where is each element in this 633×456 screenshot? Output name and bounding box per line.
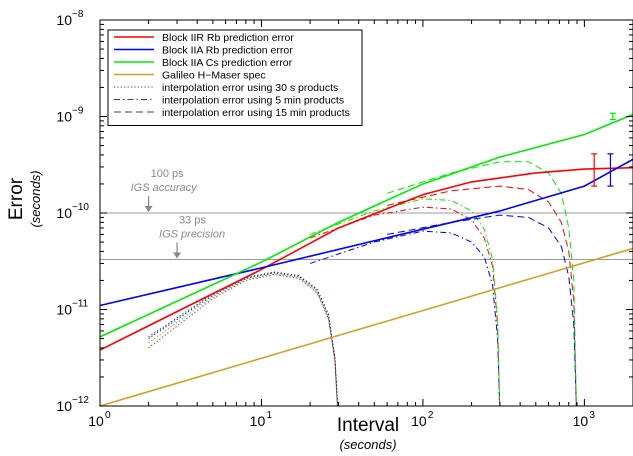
interpolation-curve <box>148 272 339 407</box>
reference-arrow-head <box>173 252 182 259</box>
legend-entry: interpolation error using 15 min product… <box>162 107 350 119</box>
reference-annotations: 100 ps IGS accuracy 33 ps IGS precision <box>131 168 225 259</box>
interpolation-curve <box>386 185 577 407</box>
reference-sublabel: IGS accuracy <box>131 182 199 194</box>
x-tick-exponent: 3 <box>589 410 595 421</box>
series-line <box>99 113 633 338</box>
y-axis-unit: (seconds) <box>28 170 43 227</box>
y-tick-exponent: −9 <box>72 106 84 117</box>
x-tick-exponent: 1 <box>266 410 272 421</box>
reference-lines <box>100 212 633 260</box>
interpolation-curve <box>386 161 577 407</box>
prediction-series <box>99 113 633 407</box>
legend-entry: interpolation error using 5 min products <box>162 95 344 107</box>
legend-box <box>107 29 363 126</box>
legend-entry: Galileo H−Maser spec <box>162 70 266 82</box>
interpolation-curve <box>309 198 501 407</box>
axes <box>99 19 633 407</box>
reference-arrow-head <box>144 206 153 212</box>
x-tick-label: 10 <box>411 413 427 429</box>
reference-sublabel: IGS precision <box>159 228 225 240</box>
legend-entry: interpolation error using 30 s products <box>162 82 338 94</box>
y-tick-exponent: −8 <box>72 9 84 20</box>
y-tick-exponent: −12 <box>72 395 89 406</box>
interpolation-curve <box>309 230 501 407</box>
y-tick-label: 10 <box>56 12 72 28</box>
y-tick-label: 10 <box>56 109 72 125</box>
interpolation-curve <box>148 273 338 407</box>
y-tick-label: 10 <box>56 205 72 221</box>
y-tick-label: 10 <box>56 302 72 318</box>
interpolation-curve <box>148 271 339 407</box>
legend-entry: Block IIA Cs prediction error <box>162 57 293 69</box>
x-tick-exponent: 2 <box>428 410 434 421</box>
x-tick-exponent: 0 <box>105 410 111 421</box>
interpolation-curve <box>309 206 500 407</box>
reference-label: 33 ps <box>179 214 206 226</box>
x-axis-unit: (seconds) <box>339 437 396 452</box>
x-axis-title: Interval <box>337 415 399 436</box>
y-tick-exponent: −10 <box>72 202 89 213</box>
x-tick-label: 10 <box>573 413 589 429</box>
x-tick-label: 10 <box>88 413 104 429</box>
interpolation-curve <box>387 214 577 407</box>
y-tick-label: 10 <box>56 398 72 414</box>
interpolation-curve <box>148 274 338 407</box>
error-bars <box>591 112 616 187</box>
y-tick-exponent: −11 <box>72 299 89 310</box>
series-line <box>99 166 633 351</box>
reference-label: 100 ps <box>151 168 185 180</box>
x-tick-label: 10 <box>250 413 266 429</box>
y-axis-title: Error <box>6 177 27 220</box>
series-line <box>99 247 633 407</box>
legend-entry: Block IIA Rb prediction error <box>162 45 293 57</box>
legend-entry: Block IIR Rb prediction error <box>162 32 294 44</box>
